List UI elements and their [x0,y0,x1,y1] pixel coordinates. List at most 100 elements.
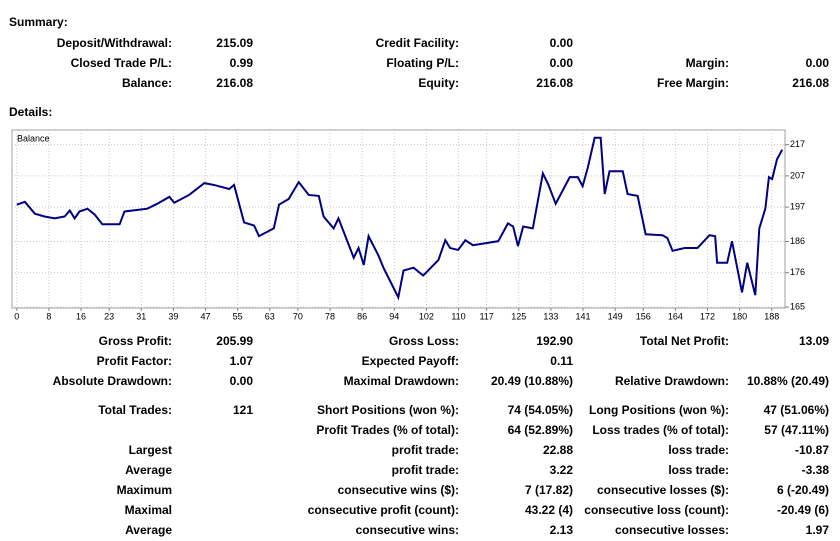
value: 192.90 [536,334,573,348]
label: loss trade: [668,443,729,457]
label: profit trade: [392,443,459,457]
y-tick-label: 197 [790,202,805,212]
label: Maximal [125,503,172,517]
label: Average [125,463,172,477]
label: Maximum [117,483,172,497]
value: 0.11 [550,354,573,368]
label: Largest [129,443,172,457]
x-tick-label: 31 [136,311,146,321]
value: 1.07 [230,354,254,368]
label: Profit Trades (% of total): [316,423,459,437]
label: Credit Facility: [376,36,459,50]
value: 47 (51.06%) [764,403,829,417]
x-tick-label: 0 [14,311,19,321]
x-tick-label: 133 [543,311,558,321]
label: consecutive losses: [615,523,729,537]
value: 74 (54.05%) [508,403,573,417]
value: 216.08 [792,76,829,90]
label: consecutive profit (count): [308,503,459,517]
label: Expected Payoff: [362,354,459,368]
label: Balance: [122,76,172,90]
label: Gross Profit: [99,334,172,348]
value: 0.00 [806,56,830,70]
label: Loss trades (% of total): [592,423,729,437]
value: 6 (-20.49) [777,483,829,497]
label: Closed Trade P/L: [71,56,172,70]
x-tick-label: 149 [608,311,623,321]
x-tick-label: 110 [451,311,465,321]
series-label: Balance [17,133,50,143]
x-tick-label: 16 [76,311,86,321]
label: Total Trades: [98,403,172,417]
label: Total Net Profit: [640,334,729,348]
value: 216.08 [536,76,573,90]
x-tick-label: 94 [389,311,399,321]
label: Long Positions (won %): [589,403,729,417]
x-tick-label: 117 [479,311,493,321]
value: 20.49 (10.88%) [491,374,573,388]
x-tick-label: 164 [668,311,683,321]
value: 121 [233,403,253,417]
value: 216.08 [216,76,253,90]
x-tick-label: 125 [511,311,526,321]
label: consecutive wins: [356,523,459,537]
x-tick-label: 63 [265,311,275,321]
label: Equity: [418,76,459,90]
value: 0.00 [550,36,574,50]
value: 43.22 (4) [525,503,573,517]
value: 1.97 [806,523,830,537]
value: -20.49 (6) [777,503,829,517]
x-tick-label: 78 [325,311,335,321]
value: 3.22 [550,463,574,477]
x-tick-label: 102 [419,311,434,321]
balance-line [16,136,784,301]
x-tick-label: 39 [168,311,178,321]
value: 22.88 [543,443,573,457]
label: loss trade: [668,463,729,477]
label: Relative Drawdown: [615,374,729,388]
value: 57 (47.11%) [764,423,829,437]
x-tick-label: 8 [46,311,51,321]
value: 7 (17.82) [525,483,573,497]
details-heading: Details: [9,105,52,119]
x-tick-label: 180 [732,311,747,321]
label: Gross Loss: [389,334,459,348]
label: consecutive losses ($): [597,483,729,497]
value: 0.99 [230,56,254,70]
x-tick-label: 172 [700,311,715,321]
label: consecutive loss (count): [584,503,729,517]
x-tick-label: 70 [293,311,303,321]
label: profit trade: [392,463,459,477]
value: 0.00 [550,56,574,70]
plot-area [11,129,786,309]
label: Average [125,523,172,537]
label: Free Margin: [657,76,729,90]
y-tick-label: 186 [790,236,805,246]
value: 13.09 [799,334,829,348]
label: Margin: [686,56,729,70]
y-tick-label: 176 [790,267,805,277]
value: 2.13 [550,523,574,537]
label: Maximal Drawdown: [344,374,459,388]
label: Short Positions (won %): [317,403,459,417]
value: 215.09 [216,36,253,50]
x-tick-label: 23 [104,311,114,321]
label: Floating P/L: [386,56,459,70]
value: 0.00 [230,374,254,388]
x-tick-label: 86 [357,311,367,321]
value: 64 (52.89%) [508,423,573,437]
y-tick-label: 217 [790,139,805,149]
label: consecutive wins ($): [338,483,459,497]
value: 10.88% (20.49) [747,374,829,388]
x-tick-label: 55 [233,311,243,321]
value: 205.99 [216,334,253,348]
value: -3.38 [802,463,830,477]
label: Absolute Drawdown: [53,374,172,388]
y-tick-label: 165 [790,301,805,311]
x-tick-label: 47 [201,311,211,321]
summary-heading: Summary: [9,15,68,29]
value: -10.87 [795,443,829,457]
y-tick-label: 207 [790,170,805,180]
label: Profit Factor: [97,354,172,368]
